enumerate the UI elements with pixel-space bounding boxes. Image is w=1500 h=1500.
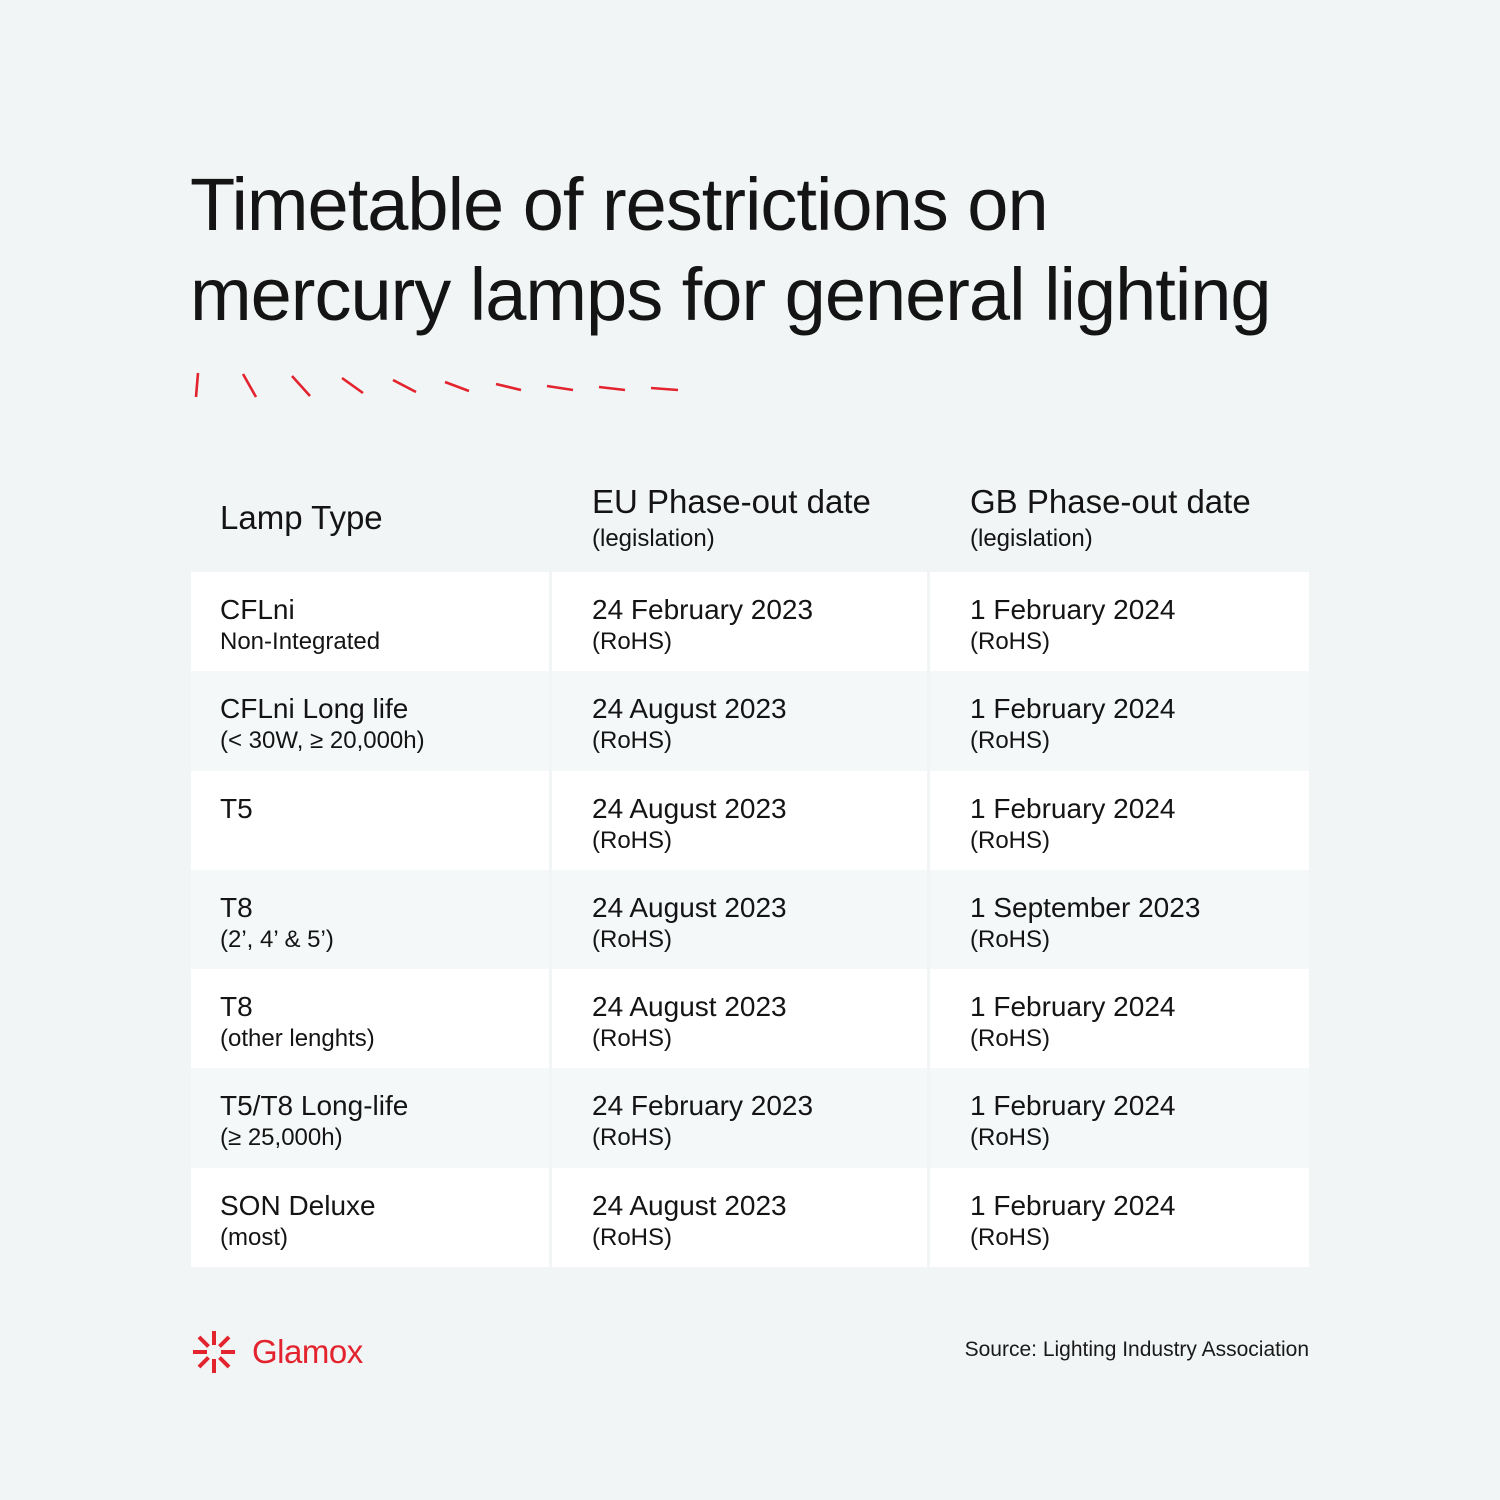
title-line-2: mercury lamps for general lighting xyxy=(190,253,1272,336)
lamp-type-cell: CFLni Long life (< 30W, ≥ 20,000h) xyxy=(191,671,549,771)
gb-date-cell: 1 February 2024 (RoHS) xyxy=(930,770,1309,870)
glamox-starburst-icon xyxy=(193,1331,235,1373)
lamp-type-cell: CFLni Non-Integrated xyxy=(191,572,549,672)
brand-name: Glamox xyxy=(252,1333,363,1370)
table-row: CFLni Non-Integrated 24 February 2023 (RoH… xyxy=(191,572,1309,672)
gb-date-cell: 1 February 2024 (RoHS) xyxy=(930,572,1309,672)
table-row: SON Deluxe (most) 24 August 2023 (RoHS) 1 … xyxy=(191,1167,1309,1268)
eu-date-cell: 24 August 2023 (RoHS) xyxy=(552,1167,927,1268)
table-row: T5/T8 Long-life (≥ 25,000h) 24 February 2… xyxy=(191,1068,1309,1168)
page-title: Timetable of restrictions on mercury lam… xyxy=(190,160,1350,340)
glamox-logo: Glamox xyxy=(190,1328,363,1376)
phase-out-table: Lamp Type EU Phase-out date (legislation… xyxy=(191,478,1309,1268)
table-row: T5 24 August 2023 (RoHS) 1 February 2024(… xyxy=(191,770,1309,870)
eu-date-cell: 24 August 2023 (RoHS) xyxy=(552,969,927,1069)
gb-date-cell: 1 February 2024 (RoHS) xyxy=(930,969,1309,1069)
lamp-type-cell: T5/T8 Long-life (≥ 25,000h) xyxy=(191,1068,549,1168)
lamp-type-cell: T5 xyxy=(191,770,549,870)
gb-date-cell: 1 February 2024 (RoHS) xyxy=(930,1167,1309,1268)
header-eu-phase-out: EU Phase-out date (legislation) xyxy=(592,483,871,553)
title-line-1: Timetable of restrictions on xyxy=(190,163,1049,246)
lamp-type-cell: SON Deluxe (most) xyxy=(191,1167,549,1268)
table-row: T8 (2’, 4’ & 5’) 24 August 2023 (RoHS) 1 S… xyxy=(191,869,1309,970)
gb-date-cell: 1 September 2023 (RoHS) xyxy=(930,869,1309,970)
header-lamp-type: Lamp Type xyxy=(220,499,383,536)
eu-date-cell: 24 August 2023 (RoHS) xyxy=(552,671,927,771)
decorative-dashes-icon xyxy=(194,372,679,398)
source-credit: Source: Lighting Industry Association xyxy=(964,1338,1309,1361)
table-row: T8 (other lenghts) 24 August 2023 (RoHS) 1… xyxy=(191,969,1309,1069)
lamp-type-cell: T8 (other lenghts) xyxy=(191,969,549,1069)
gb-date-cell: 1 February 2024 (RoHS) xyxy=(930,671,1309,771)
table-header-row: Lamp Type EU Phase-out date (legislation… xyxy=(191,478,1309,572)
eu-date-cell: 24 February 2023 (RoHS) xyxy=(552,1068,927,1168)
gb-date-cell: 1 February 2024 (RoHS) xyxy=(930,1068,1309,1168)
table-row: CFLni Long life (< 30W, ≥ 20,000h) 24 Aug… xyxy=(191,671,1309,771)
lamp-type-cell: T8 (2’, 4’ & 5’) xyxy=(191,869,549,970)
header-gb-phase-out: GB Phase-out date (legislation) xyxy=(970,483,1251,553)
eu-date-cell: 24 August 2023 (RoHS) xyxy=(552,869,927,970)
eu-date-cell: 24 August 2023 (RoHS) xyxy=(552,770,927,870)
eu-date-cell: 24 February 2023 (RoHS) xyxy=(552,572,927,672)
